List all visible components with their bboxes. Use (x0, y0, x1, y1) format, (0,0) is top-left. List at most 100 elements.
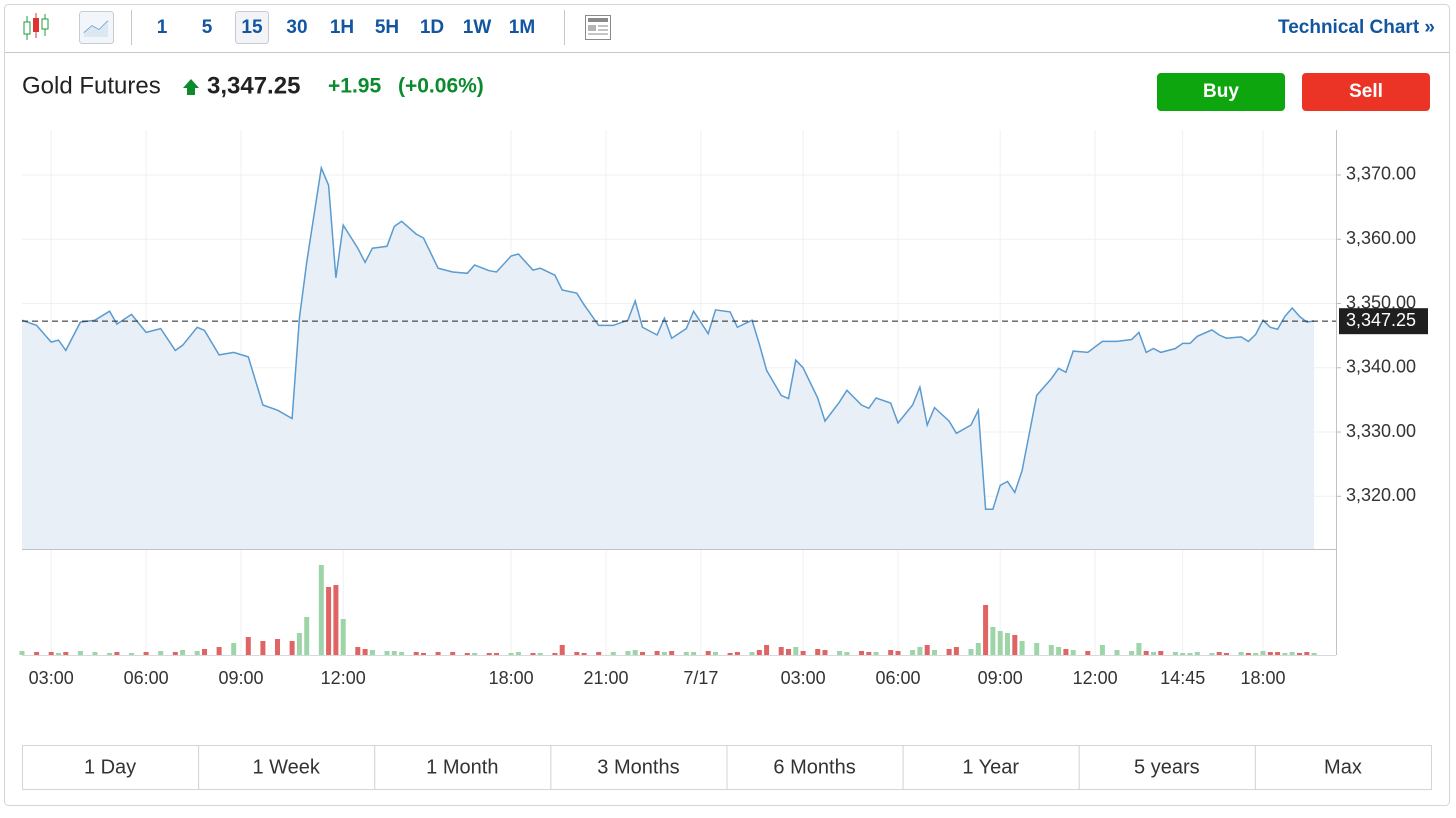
icon-area (84, 21, 108, 37)
volume-bar (1267, 652, 1273, 655)
range-tab[interactable] (22, 745, 200, 790)
volume-bar (822, 650, 828, 655)
y-tick-label: 3,370.00 (1346, 164, 1416, 184)
last-price: 3,347.25 (207, 72, 300, 99)
volume-bar (180, 650, 186, 655)
volume-bar (202, 649, 207, 655)
sell-button[interactable]: Sell (1302, 73, 1430, 111)
volume-bar (1180, 653, 1186, 655)
range-tab-label[interactable]: 1 Week (252, 756, 320, 778)
volume-bar (1260, 651, 1266, 655)
news-icon[interactable] (585, 15, 611, 40)
volume-bar (450, 652, 456, 655)
volume-bar (537, 653, 543, 655)
volume-bar (245, 637, 251, 655)
volume-bar (1063, 649, 1069, 655)
range-tab-label[interactable]: 3 Months (597, 756, 679, 778)
volume-bar (734, 652, 740, 655)
volume-bar (1099, 645, 1105, 655)
x-tick-label: 03:00 (781, 668, 826, 688)
price-change-percent: (+0.06%) (398, 75, 484, 98)
volume-bar (815, 649, 821, 655)
interval-option[interactable]: 30 (286, 17, 307, 38)
price-line (21, 165, 1315, 510)
volume-bar (107, 653, 113, 655)
volume-bar (932, 650, 937, 655)
volume-bar (800, 651, 806, 655)
range-tab[interactable] (1254, 745, 1432, 790)
technical-chart-link[interactable]: Technical Chart » (1278, 17, 1435, 38)
interval-group: 1 5 15 30 1H 5H 1D 1W 1M (157, 11, 535, 44)
volume-bar (172, 652, 178, 655)
volume-bar (216, 647, 222, 655)
volume-bar (48, 652, 54, 655)
volume-bar (654, 651, 660, 655)
interval-option[interactable]: 5 (202, 17, 213, 38)
y-tick-label: 3,360.00 (1346, 228, 1416, 248)
volume-bar (1289, 652, 1295, 655)
range-tab[interactable] (902, 745, 1080, 790)
volume-bar (997, 631, 1003, 655)
volume-bar (530, 653, 536, 655)
volume-bar (786, 649, 791, 655)
y-tick-label: 3,350.00 (1346, 292, 1416, 312)
volume-bar (764, 645, 770, 655)
volume-bar (749, 652, 755, 655)
range-tab-label[interactable]: 1 Day (84, 756, 136, 778)
last-price-label: 3,347.25 (1346, 310, 1416, 330)
range-tab[interactable] (550, 745, 728, 790)
range-tab[interactable] (198, 745, 376, 790)
volume-bar (1209, 653, 1215, 655)
range-tab-label[interactable]: 1 Year (962, 756, 1019, 778)
volume-bar (713, 652, 718, 655)
range-tab-label[interactable]: 1 Month (426, 756, 498, 778)
range-tab[interactable] (726, 745, 904, 790)
volume-bar (1172, 652, 1178, 655)
volume-bar (391, 651, 397, 655)
interval-option[interactable]: 1W (463, 17, 492, 38)
line-icon[interactable] (79, 11, 114, 44)
volume-bar (1012, 635, 1018, 655)
interval-option[interactable]: 1H (330, 17, 354, 38)
interval-option[interactable]: 15 (241, 17, 263, 38)
volume-bar (158, 651, 164, 655)
x-tick-label: 12:00 (321, 668, 366, 688)
interval-option[interactable]: 1 (157, 17, 168, 38)
interval-option[interactable]: 5H (375, 17, 399, 38)
volume-bar (669, 651, 675, 655)
x-tick-label: 21:00 (583, 668, 628, 688)
range-tab-label[interactable]: 5 years (1134, 756, 1200, 778)
volume-bar (1275, 652, 1281, 655)
volume-bar (1070, 650, 1076, 655)
range-tab-label[interactable]: 6 Months (773, 756, 855, 778)
x-tick-label: 03:00 (29, 668, 74, 688)
candle-icon[interactable] (23, 13, 49, 40)
volume-bar (1085, 651, 1091, 655)
volume-bar (683, 652, 689, 655)
volume-bar (1151, 652, 1156, 655)
range-tab[interactable] (1078, 745, 1256, 790)
volume-bar (289, 641, 295, 655)
volume-bar (559, 645, 565, 655)
volume-bar (1216, 652, 1222, 655)
interval-option[interactable]: 1M (509, 17, 535, 38)
buy-button[interactable]: Buy (1157, 73, 1285, 111)
volume-bar (92, 652, 98, 655)
volume-bar (1048, 645, 1054, 655)
volume-bar (355, 647, 361, 655)
volume-bar (1136, 643, 1142, 655)
icon-body (41, 18, 49, 30)
volume-bar (1187, 653, 1193, 655)
volume-bar (625, 651, 631, 655)
range-tab[interactable] (374, 745, 552, 790)
up-arrow (183, 79, 199, 95)
x-tick-label: 14:45 (1160, 668, 1205, 688)
y-tick-label: 3,320.00 (1346, 485, 1416, 505)
interval-option[interactable]: 1D (420, 17, 444, 38)
volume-bar (640, 652, 645, 655)
volume-bar (77, 651, 83, 655)
range-tab-label[interactable]: Max (1324, 756, 1362, 778)
x-tick-label: 09:00 (218, 668, 263, 688)
volume-bar (260, 641, 266, 655)
volume-bar (968, 649, 974, 655)
